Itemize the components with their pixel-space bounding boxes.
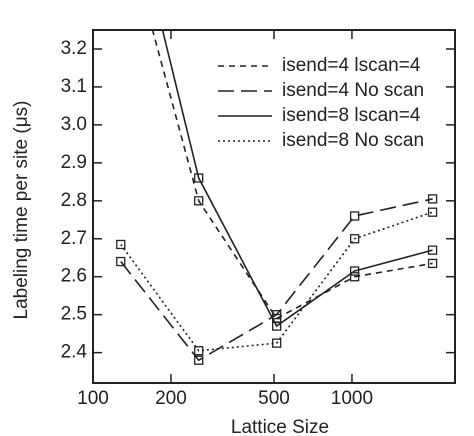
point-marker <box>116 256 126 267</box>
point-marker <box>194 355 204 365</box>
y-tick-label: 2.5 <box>61 304 87 325</box>
point-marker <box>194 196 204 206</box>
y-tick-label: 2.8 <box>61 190 87 211</box>
point-marker <box>427 194 438 204</box>
series-line <box>120 211 433 352</box>
x-tick-label: 1000 <box>331 388 373 409</box>
y-tick-label: 3.2 <box>61 38 87 59</box>
legend-label: isend=8 lscan=4 <box>282 105 421 126</box>
legend-label: isend=8 No scan <box>282 130 424 151</box>
series-line <box>151 30 433 320</box>
point-marker <box>349 266 360 276</box>
point-marker <box>427 258 438 269</box>
series-line <box>161 30 433 328</box>
point-marker <box>194 346 204 356</box>
point-marker <box>349 211 360 221</box>
y-tick-label: 2.7 <box>61 228 87 249</box>
point-marker <box>272 310 282 320</box>
y-tick-label: 3.1 <box>61 76 87 97</box>
y-tick-label: 2.6 <box>61 266 87 287</box>
y-tick-label: 2.4 <box>61 342 88 363</box>
point-marker <box>272 338 282 348</box>
point-marker <box>349 234 360 244</box>
x-tick-label: 200 <box>155 388 187 409</box>
point-marker <box>194 173 204 183</box>
legend-label: isend=4 No scan <box>282 80 424 101</box>
series-line <box>120 198 433 362</box>
y-axis-label: Labeling time per site (μs) <box>11 101 32 320</box>
x-axis-label: Lattice Size <box>231 417 329 436</box>
y-tick-label: 3.0 <box>61 114 87 135</box>
point-marker <box>349 272 360 282</box>
point-marker <box>116 239 126 250</box>
x-tick-label: 100 <box>77 388 109 409</box>
point-marker <box>427 207 438 217</box>
y-tick-label: 2.9 <box>61 152 87 173</box>
x-tick-label: 500 <box>258 388 290 409</box>
legend-label: isend=4 lscan=4 <box>282 55 421 76</box>
point-marker <box>427 245 438 255</box>
point-marker <box>272 321 282 331</box>
plot-area <box>116 30 438 365</box>
